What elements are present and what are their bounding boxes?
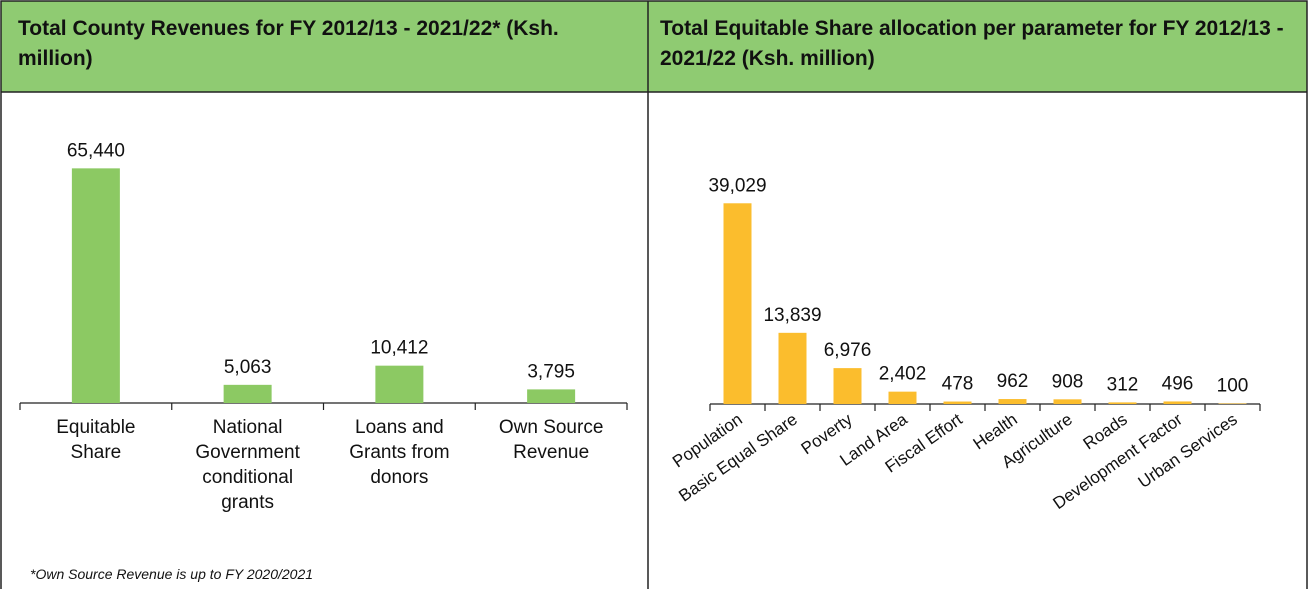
value-label: 6,976 xyxy=(824,340,872,361)
header-band xyxy=(1,1,1307,92)
value-label: 496 xyxy=(1162,373,1194,394)
value-label: 39,029 xyxy=(708,175,766,196)
x-tick-label: Equitable Share xyxy=(56,417,136,463)
value-label: 100 xyxy=(1217,375,1249,396)
bar xyxy=(1108,402,1137,404)
value-label: 908 xyxy=(1052,371,1084,392)
bar xyxy=(888,391,917,404)
bar xyxy=(833,368,862,404)
x-tick-label: Loans and Grants from donors xyxy=(349,417,450,488)
value-label: 3,795 xyxy=(527,361,575,382)
bar xyxy=(223,384,272,403)
bar xyxy=(943,401,972,404)
chart-title: Total County Revenues for FY 2012/13 - 2… xyxy=(18,17,559,70)
x-tick-label: Urban Services xyxy=(1135,410,1241,492)
bar xyxy=(527,389,576,403)
value-label: 2,402 xyxy=(879,364,927,385)
bar xyxy=(1163,401,1192,404)
value-label: 5,063 xyxy=(224,357,272,378)
bar xyxy=(723,203,752,404)
bar xyxy=(998,399,1027,404)
bar xyxy=(1218,403,1247,404)
footnote: *Own Source Revenue is up to FY 2020/202… xyxy=(30,566,314,582)
bar xyxy=(375,365,424,403)
bar xyxy=(71,168,120,403)
x-tick-label: Own Source Revenue xyxy=(498,417,604,463)
bar xyxy=(778,332,807,404)
bar xyxy=(1053,399,1082,404)
x-tick-label: National Government conditional grants xyxy=(195,417,300,513)
value-label: 478 xyxy=(942,374,974,395)
value-label: 13,839 xyxy=(763,305,821,326)
value-label: 65,440 xyxy=(67,140,125,161)
value-label: 312 xyxy=(1107,374,1139,395)
value-label: 10,412 xyxy=(370,338,428,359)
chart-title: Total Equitable Share allocation per par… xyxy=(660,17,1284,70)
value-label: 962 xyxy=(997,371,1029,392)
